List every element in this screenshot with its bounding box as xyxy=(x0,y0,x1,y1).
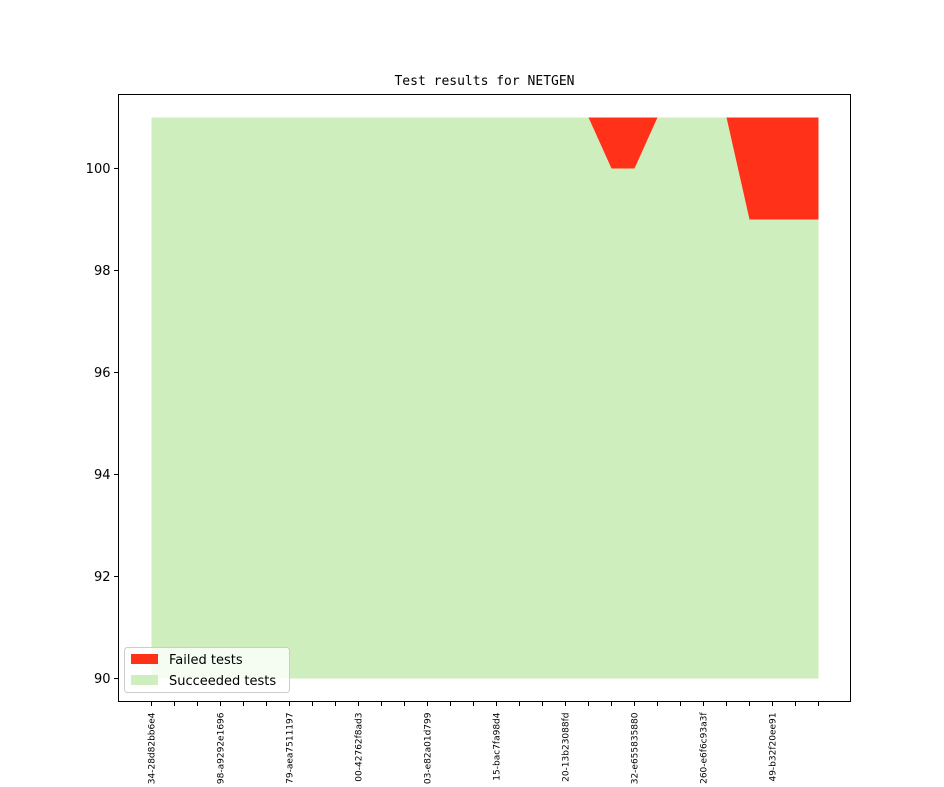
legend-box xyxy=(124,647,290,693)
y-tick-label: 90 xyxy=(94,672,111,687)
x-tick-label: 79-aea7511197 xyxy=(286,713,296,784)
plot-frame xyxy=(118,94,851,702)
y-tick-label: 92 xyxy=(94,570,111,585)
area-succeeded-tests xyxy=(151,117,819,679)
legend-swatch-failed xyxy=(131,654,158,664)
x-tick-label: 98-a9292e1696 xyxy=(217,712,227,784)
x-tick-label: 03-e82a01d799 xyxy=(424,712,434,784)
y-tick-label: 94 xyxy=(94,468,111,483)
x-tick-label: 32-e655835880 xyxy=(631,712,641,784)
legend-swatch-succeeded xyxy=(131,675,158,685)
x-tick-label: 260-e6f6c93a3f xyxy=(700,712,710,784)
x-tick-label: 34-28d82bb6e4 xyxy=(148,712,158,784)
x-tick-label: 49-b32f20ee91 xyxy=(769,713,779,782)
legend-label-failed: Failed tests xyxy=(169,653,243,668)
area-failed-tests xyxy=(151,117,819,220)
chart-title: Test results for NETGEN xyxy=(394,74,574,89)
x-tick-label: 00-42762f8ad3 xyxy=(355,713,365,782)
y-tick-label: 98 xyxy=(94,264,111,279)
x-tick-label: 20-13b23088fd xyxy=(562,713,572,782)
x-tick-label: 15-bac7fa98d4 xyxy=(493,712,503,780)
legend: Failed tests Succeeded tests xyxy=(124,647,290,693)
legend-label-succeeded: Succeeded tests xyxy=(169,674,276,689)
y-tick-label: 96 xyxy=(94,366,111,381)
y-tick-label: 100 xyxy=(86,162,111,177)
